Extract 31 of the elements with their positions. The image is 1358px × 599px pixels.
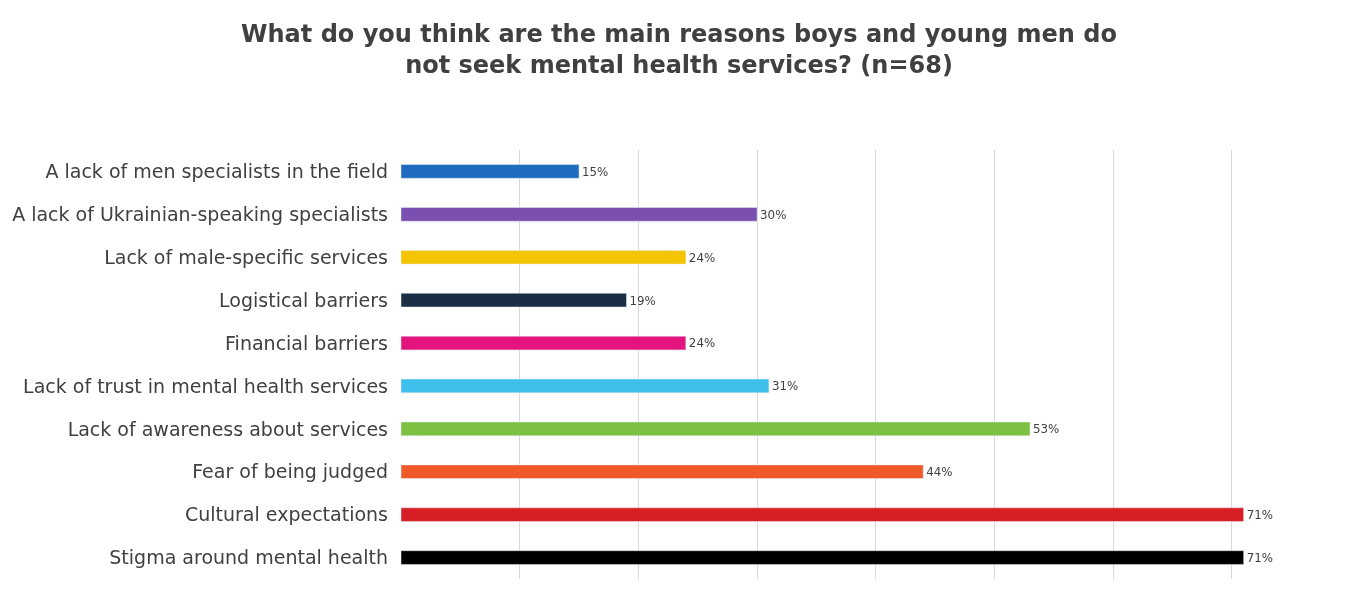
data-label: 15% — [582, 164, 609, 179]
bar — [401, 335, 687, 351]
y-tick-label: Cultural expectations — [184, 503, 388, 526]
bar — [401, 250, 687, 265]
data-label: 71% — [1246, 508, 1273, 523]
bar — [401, 421, 1031, 436]
data-label: 44% — [926, 465, 953, 480]
y-tick-label: Lack of awareness about services — [67, 417, 388, 440]
y-tick-label: A lack of men specialists in the field — [45, 160, 388, 183]
y-tick-label: Lack of trust in mental health services — [23, 374, 388, 397]
y-tick-label: Stigma around mental health — [109, 546, 388, 569]
data-label: 24% — [688, 336, 716, 351]
y-tick-label: Fear of being judged — [192, 460, 388, 483]
bar — [401, 164, 580, 179]
data-label: 30% — [760, 207, 787, 222]
y-tick-label: Lack of male-specific services — [104, 245, 388, 268]
bar — [401, 207, 758, 222]
y-tick-label: A lack of Ukrainian-speaking specialists — [12, 203, 388, 225]
y-tick-label: Financial barriers — [225, 331, 388, 354]
data-label: 71% — [1246, 550, 1273, 565]
bar — [401, 378, 770, 394]
bar — [401, 464, 924, 479]
bar — [401, 550, 1244, 565]
bar — [401, 293, 627, 308]
data-label: 24% — [688, 250, 716, 265]
chart-title: What do you think are the main reasons boys and young men do not seek mental health services? (n=68) — [241, 19, 1117, 80]
bar — [401, 507, 1244, 522]
data-label: 53% — [1033, 422, 1060, 437]
y-tick-label: Logistical barriers — [219, 288, 388, 311]
data-label: 19% — [629, 293, 656, 308]
data-label: 31% — [771, 379, 799, 394]
